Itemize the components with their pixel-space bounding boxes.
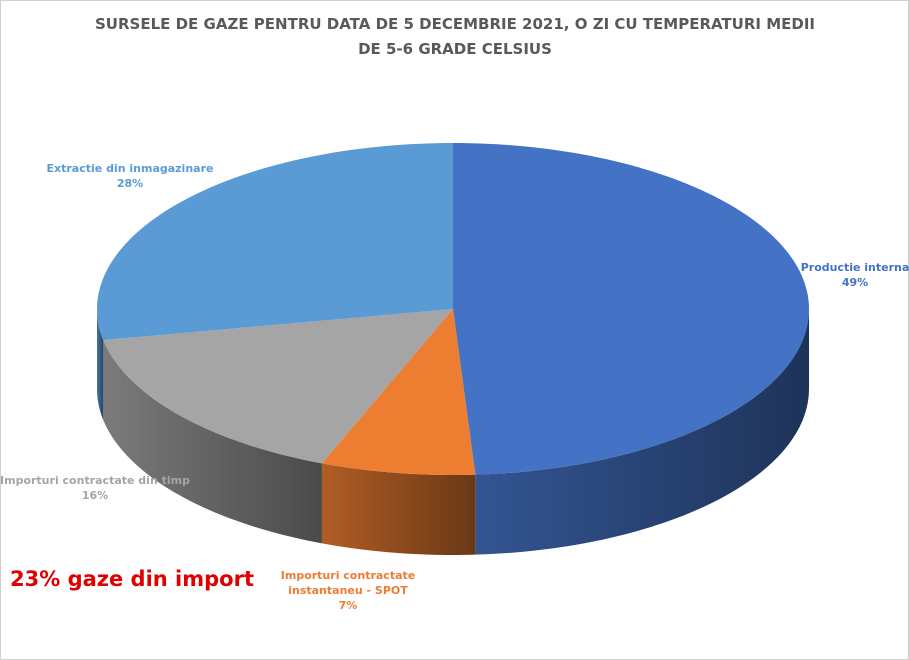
pie-slice: [453, 143, 809, 475]
chart-title: SURSELE DE GAZE PENTRU DATA DE 5 DECEMBR…: [95, 15, 815, 58]
slice-label: Importuri contractate instantaneu - SPOT…: [268, 568, 428, 613]
slice-label: Productie interna 49%: [790, 260, 909, 290]
slice-label: Importuri contractate din timp 16%: [0, 473, 210, 503]
slice-name: Productie interna: [800, 261, 909, 274]
slice-name: Extractie din inmagazinare: [46, 162, 214, 175]
slice-side: [103, 340, 322, 544]
slice-value: 16%: [81, 489, 109, 502]
pie-slice: [103, 309, 454, 464]
slice-name: Importuri contractate din timp: [0, 474, 190, 487]
slice-name: Importuri contractate instantaneu - SPOT: [280, 569, 416, 597]
slice-side: [97, 309, 104, 421]
pie-slice: [321, 309, 476, 475]
pie-slice: [97, 143, 453, 341]
slice-side: [321, 463, 476, 555]
slice-side: [475, 309, 809, 555]
slice-value: 7%: [338, 599, 358, 612]
slice-label: Extractie din inmagazinare 28%: [40, 161, 220, 191]
slice-value: 28%: [116, 177, 144, 190]
annotation: 23% gaze din import: [10, 567, 254, 591]
slice-value: 49%: [841, 276, 869, 289]
